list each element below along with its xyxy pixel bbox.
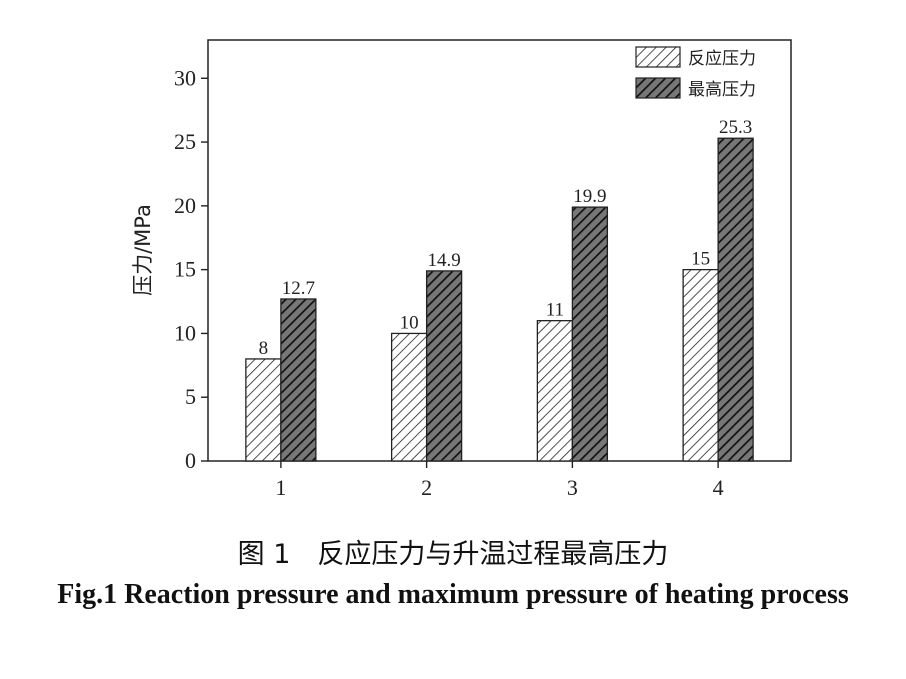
y-tick-label: 15: [174, 257, 196, 282]
bar-chart: 0 5 10 15 20 25 30 1 2 3 4 8 12.7 10 14.9 11 19.9 15 25.…: [131, 39, 792, 500]
data-label-series-1-cat-4: 15: [691, 249, 710, 270]
bar-series-1-cat-3: [536, 320, 574, 462]
bar-series-2-cat-3: [571, 206, 609, 462]
data-label-series-2-cat-4: 25.3: [719, 117, 752, 138]
figure-caption-english: Fig.1 Reaction pressure and maximum pres…: [57, 579, 849, 610]
y-tick-label: 10: [174, 320, 196, 345]
data-label-series-1-cat-2: 10: [400, 312, 419, 333]
bars: [245, 137, 754, 462]
y-tick-label: 5: [185, 384, 196, 409]
y-tick-label: 30: [174, 65, 196, 90]
data-label-series-1-cat-3: 11: [546, 300, 564, 321]
y-tick-label: 25: [174, 129, 196, 154]
data-label-series-2-cat-2: 14.9: [428, 250, 461, 271]
bar-series-2-cat-1: [280, 298, 317, 462]
y-axis: 0 5 10 15 20 25 30: [174, 65, 208, 473]
data-label-series-1-cat-1: 8: [259, 338, 269, 359]
legend-label-series-1: 反应压力: [688, 49, 756, 69]
x-tick-label: 4: [713, 475, 724, 500]
x-tick-label: 1: [275, 475, 286, 500]
legend-swatch-series-1: [635, 46, 681, 68]
legend: 反应压力 最高压力: [635, 46, 756, 100]
bar-series-1-cat-2: [390, 332, 428, 462]
plot-frame: [207, 39, 792, 462]
y-tick-label: 0: [185, 448, 196, 473]
bar-series-2-cat-4: [717, 137, 754, 462]
y-axis-label: 压力/MPa: [131, 204, 155, 296]
x-tick-label: 3: [567, 475, 578, 500]
bar-series-1-cat-4: [682, 268, 719, 462]
bar-series-1-cat-1: [245, 358, 282, 462]
legend-swatch-series-2: [635, 77, 681, 99]
data-label-series-2-cat-1: 12.7: [282, 278, 315, 299]
data-labels: 8 12.7 10 14.9 11 19.9 15 25.3: [259, 117, 753, 359]
bar-series-2-cat-2: [425, 270, 463, 462]
figure-caption-chinese: 图 1 反应压力与升温过程最高压力: [237, 539, 669, 570]
legend-label-series-2: 最高压力: [688, 80, 756, 100]
x-tick-label: 2: [421, 475, 432, 500]
x-axis: 1 2 3 4: [275, 461, 724, 500]
data-label-series-2-cat-3: 19.9: [573, 186, 606, 207]
y-tick-label: 20: [174, 193, 196, 218]
